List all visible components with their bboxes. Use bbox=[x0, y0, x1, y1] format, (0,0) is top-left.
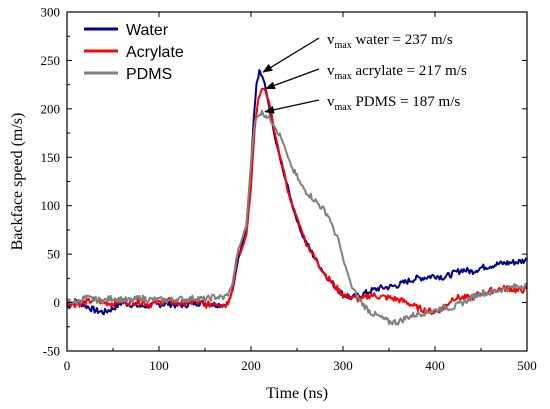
axis-ticks: 0 100 200 300 400 500 -50 0 50 100 150 200 250 300 bbox=[41, 5, 537, 374]
annotation-label: vmax acrylate = 217 m/s bbox=[327, 63, 467, 82]
annotation-label: vmax water = 237 m/s bbox=[327, 32, 453, 51]
x-tick-label: 300 bbox=[333, 358, 353, 373]
y-tick-label: 0 bbox=[54, 295, 61, 310]
annotation-value: acrylate = 217 m/s bbox=[352, 63, 467, 79]
annotation-value: water = 237 m/s bbox=[352, 32, 453, 48]
y-tick-label: 50 bbox=[47, 247, 60, 262]
legend: Water Acrylate PDMS bbox=[84, 22, 184, 83]
y-axis-title: Backface speed (m/s) bbox=[9, 113, 26, 251]
annotation-label: vmax PDMS = 187 m/s bbox=[327, 94, 460, 113]
legend-label-acrylate: Acrylate bbox=[126, 44, 184, 61]
annotation-subscript: max bbox=[335, 102, 352, 113]
legend-label-water: Water bbox=[126, 22, 169, 39]
y-tick-label: -50 bbox=[43, 344, 60, 359]
x-tick-label: 100 bbox=[149, 358, 169, 373]
annotation-subscript: max bbox=[335, 40, 352, 51]
annotation-subscript: max bbox=[335, 71, 352, 82]
x-tick-label: 200 bbox=[241, 358, 261, 373]
annotation-v: v bbox=[327, 94, 335, 110]
series-layer bbox=[66, 69, 528, 326]
x-tick-label: 400 bbox=[425, 358, 445, 373]
legend-label-pdms: PDMS bbox=[126, 66, 172, 83]
x-axis-title: Time (ns) bbox=[266, 385, 328, 402]
y-tick-label: 300 bbox=[41, 5, 61, 20]
y-tick-label: 100 bbox=[41, 198, 61, 213]
annotation-arrow bbox=[262, 37, 320, 73]
annotation-v: v bbox=[327, 32, 335, 48]
y-tick-label: 200 bbox=[41, 101, 61, 116]
annotation-arrow bbox=[264, 99, 320, 114]
y-tick-label: 250 bbox=[41, 53, 61, 68]
x-tick-label: 500 bbox=[517, 358, 537, 373]
annotation-arrow bbox=[265, 68, 320, 90]
annotation-v: v bbox=[327, 63, 335, 79]
x-tick-label: 0 bbox=[64, 358, 71, 373]
series-line-acrylate bbox=[66, 87, 528, 315]
series-line-pdms bbox=[66, 109, 528, 326]
y-tick-label: 150 bbox=[41, 150, 61, 165]
annotation-value: PDMS = 187 m/s bbox=[352, 94, 461, 110]
